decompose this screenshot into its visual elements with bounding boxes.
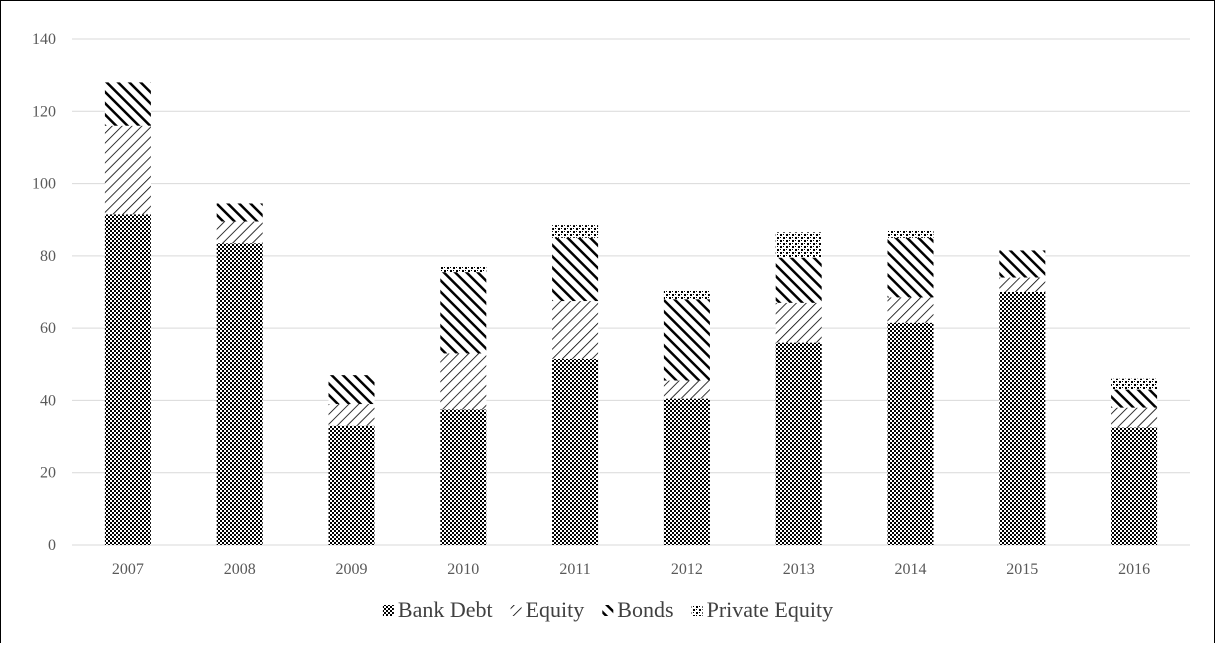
bar-2013-bonds: [775, 257, 822, 303]
bar-2012-equity: [663, 380, 710, 399]
legend-item-equity: Equity: [510, 597, 585, 622]
y-tick-label: 140: [32, 31, 56, 48]
bars: [104, 82, 1158, 546]
x-tick-label: 2011: [559, 561, 590, 578]
bar-2007-equity: [104, 125, 151, 215]
bar-2011-equity: [552, 301, 599, 359]
x-tick-label: 2008: [224, 561, 256, 578]
bar-2015-bank-debt: [999, 292, 1046, 545]
bar-2012-bonds: [663, 299, 710, 381]
bar-2014-bonds: [887, 237, 934, 298]
bar-2013-bank-debt: [775, 342, 822, 545]
bar-2011-bonds: [552, 237, 599, 302]
y-tick-label: 60: [40, 320, 56, 337]
bar-2016-bank-debt: [1111, 427, 1158, 545]
x-tick-label: 2014: [895, 561, 927, 578]
y-tick-label: 40: [40, 392, 56, 409]
y-tick-label: 100: [32, 176, 56, 193]
bar-2010-private-equity: [440, 266, 487, 273]
bar-2015-equity: [999, 277, 1046, 292]
legend-label: Equity: [526, 597, 585, 622]
bar-2009-bonds: [328, 375, 375, 405]
legend-swatch: [382, 605, 394, 616]
bar-2012-bank-debt: [663, 398, 710, 545]
bar-2010-bank-debt: [440, 409, 487, 545]
x-axis: 2007 2008 2009 2010 2011 2012 2013 2014 2015 2016: [112, 561, 1150, 578]
bar-2014-private-equity: [887, 230, 934, 238]
x-tick-label: 2010: [447, 561, 479, 578]
bar-2008-bonds: [216, 203, 263, 222]
bar-2008-equity: [216, 221, 263, 244]
bar-2013-equity: [775, 302, 822, 343]
legend-item-bank-debt: Bank Debt: [382, 597, 493, 622]
legend-item-private-equity: Private Equity: [691, 597, 833, 622]
legend-label: Private Equity: [707, 597, 833, 622]
bar-2016-private-equity: [1111, 378, 1158, 390]
x-tick-label: 2013: [783, 561, 815, 578]
bar-2009-equity: [328, 404, 375, 426]
bar-2014-bank-debt: [887, 322, 934, 545]
bar-2014-equity: [887, 297, 934, 323]
bar-2009-bank-debt: [328, 425, 375, 545]
x-tick-label: 2015: [1006, 561, 1038, 578]
y-tick-label: 80: [40, 248, 56, 265]
x-tick-label: 2007: [112, 561, 144, 578]
legend-swatch: [691, 605, 703, 616]
legend-item-bonds: Bonds: [602, 597, 674, 622]
bar-2007-bonds: [104, 82, 151, 126]
bar-2011-bank-debt: [552, 358, 599, 545]
legend-label: Bonds: [617, 597, 673, 622]
legend-swatch: [510, 605, 522, 616]
bar-2007-bank-debt: [104, 214, 151, 546]
bar-2010-bonds: [440, 272, 487, 354]
y-tick-label: 0: [48, 537, 56, 554]
bar-2016-bonds: [1111, 389, 1158, 408]
bar-2011-private-equity: [552, 225, 599, 238]
legend: Bank Debt Equity Bonds Private Equity: [382, 597, 833, 622]
bar-2016-equity: [1111, 407, 1158, 428]
y-tick-label: 20: [40, 465, 56, 482]
bar-2013-private-equity: [775, 232, 822, 258]
bar-2015-bonds: [999, 250, 1046, 278]
bar-2012-private-equity: [663, 290, 710, 300]
legend-label: Bank Debt: [398, 597, 493, 622]
y-tick-label: 120: [32, 103, 56, 120]
x-tick-label: 2016: [1118, 561, 1150, 578]
bar-2010-equity: [440, 353, 487, 410]
x-tick-label: 2009: [336, 561, 368, 578]
legend-swatch: [602, 605, 614, 616]
x-tick-label: 2012: [671, 561, 703, 578]
bar-2008-bank-debt: [216, 243, 263, 545]
y-axis: 0 20 40 60 80 100 120 140: [32, 31, 56, 554]
